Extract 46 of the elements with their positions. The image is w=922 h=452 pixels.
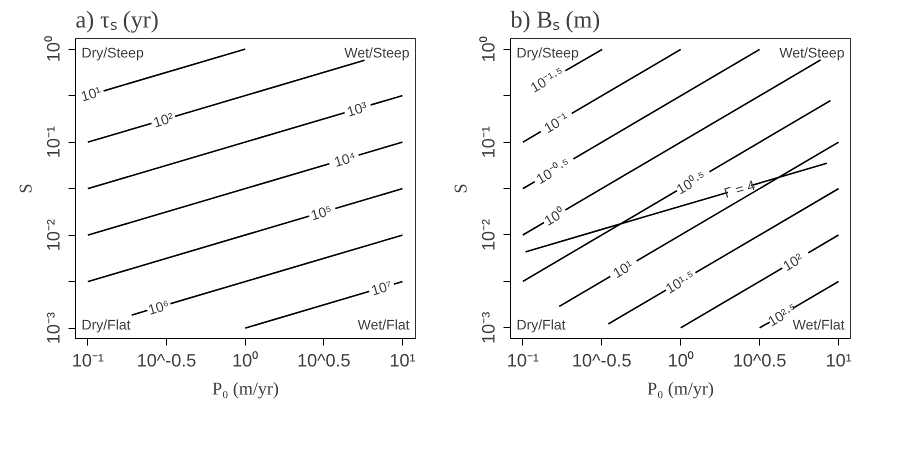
x-tick-label: 10¹ <box>826 350 852 370</box>
annotation: Dry/Flat <box>82 316 131 332</box>
y-axis-title: S <box>16 183 36 194</box>
text: 10⁰ <box>541 204 568 229</box>
annotation: Dry/Steep <box>516 44 579 60</box>
text: 10² <box>780 250 806 274</box>
x-tick-label: 10^0.5 <box>732 350 786 370</box>
y-tick-label: 10⁰ <box>44 36 64 62</box>
x-tick-label: 10⁰ <box>668 350 694 370</box>
text: 10⁴ <box>332 148 358 170</box>
text: 10³ <box>344 98 370 120</box>
text: Γ = 4 <box>722 176 758 202</box>
text: 10¹ <box>610 256 636 282</box>
text: 10⁰·⁵ <box>673 168 708 198</box>
text: 10⁻¹ <box>541 109 572 136</box>
text: 10⁵ <box>308 202 334 224</box>
text: 10⁷ <box>369 277 394 298</box>
y-tick-label: 10⁻³ <box>478 312 498 344</box>
x-tick-label: 10⁻¹ <box>506 350 539 370</box>
annotation: Wet/Steep <box>779 44 845 60</box>
chart-title: b) Bₛ (m) <box>510 8 600 34</box>
annotation: Wet/Flat <box>358 316 410 332</box>
text: 10⁶ <box>146 296 172 318</box>
y-tick-label: 10⁻² <box>44 219 64 252</box>
x-axis-title: P₀ (m/yr) <box>647 378 714 398</box>
y-axis-title: S <box>450 183 470 194</box>
x-tick-label: 10⁻¹ <box>72 350 104 370</box>
text: 10¹·⁵ <box>662 267 698 297</box>
x-tick-label: 10⁰ <box>232 350 258 370</box>
text: 10¹ <box>78 83 104 104</box>
y-tick-label: 10⁻³ <box>44 312 64 344</box>
annotation: Dry/Steep <box>82 44 144 60</box>
annotation: Dry/Flat <box>516 316 566 332</box>
x-tick-label: 10^-0.5 <box>136 350 196 370</box>
y-tick-label: 10⁻² <box>478 218 498 252</box>
text: 10² <box>151 109 176 130</box>
x-tick-label: 10^0.5 <box>297 350 351 370</box>
y-tick-label: 10⁻¹ <box>478 126 498 158</box>
x-tick-label: 10¹ <box>389 350 416 370</box>
chart-title: a) τₛ (yr) <box>76 8 159 34</box>
annotation: Wet/Flat <box>792 316 845 332</box>
x-axis-title: P₀ (m/yr) <box>212 378 279 398</box>
annotation: Wet/Steep <box>344 44 410 60</box>
y-tick-label: 10⁰ <box>478 36 498 62</box>
x-tick-label: 10^-0.5 <box>572 350 632 370</box>
y-tick-label: 10⁻¹ <box>44 126 64 158</box>
